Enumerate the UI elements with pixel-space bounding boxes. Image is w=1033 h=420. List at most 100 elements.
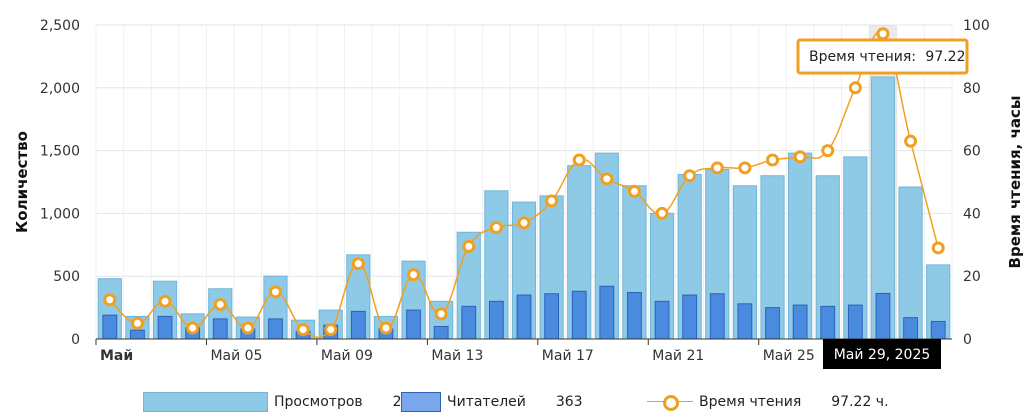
readers-bar [268,318,283,340]
reading-time-point [130,316,144,330]
reading-time-point [627,184,641,198]
reading-time-point [738,161,752,175]
reading-time-point [600,172,614,186]
svg-text:Время чтения: 97.22: Время чтения: 97.22 [809,49,966,65]
legend-readers-value: 363 [555,394,583,410]
x-tick-label: Май [100,348,133,364]
reading-time-point [379,321,393,335]
readers-bar [102,314,118,340]
legend-reading-time-value: 97.22 ч. [831,394,889,410]
tooltip-value: 97.22 [925,49,965,65]
reading-time-point [434,307,448,321]
readers-bar [433,325,449,340]
reading-time-point [876,27,890,41]
tooltip-box [796,38,969,75]
tooltip: Время чтения: 97.22 [796,38,969,75]
reading-time-point [489,221,503,235]
x-tick-label: Май 17 [542,348,594,364]
legend-views-label: Просмотров [274,394,363,410]
legend: Просмотров 2,086 Читателей 363 Время чте… [0,388,1033,416]
reading-time-point [213,297,227,311]
right-axis-title: Время чтения, часы [1006,96,1024,269]
left-tick-label: 1,500 [40,144,80,160]
readers-bar [571,290,587,340]
left-tick-label: 500 [53,269,80,285]
readers-bar [627,292,642,340]
reading-time-point [158,294,172,308]
reading-time-point [766,153,780,167]
readers-bar [875,292,891,340]
readers-bar [682,294,698,340]
reading-time-point [407,268,421,282]
reading-time-point [241,321,255,335]
reading-time-point [324,323,338,337]
x-axis-ticks: Май Май 05 Май 09 Май 13 Май 17 Май 21 Май 25 [95,339,815,364]
readers-bar [599,285,615,340]
legend-reading-time-label: Время чтения [699,394,802,410]
readers-bar [157,315,173,340]
left-axis-title: Количество [13,131,31,233]
views-swatch [143,392,268,412]
reading-time-point [710,161,724,175]
x-tick-label: Май 25 [763,348,815,364]
highlight-date-bg [823,339,941,369]
reading-time-point [351,257,365,271]
reading-time-line-series [103,27,945,339]
reading-time-point [904,134,918,148]
legend-readers-label: Читателей [447,394,526,410]
highlight-date-box: Май 29, 2025 [823,339,941,369]
legend-item-views[interactable]: Просмотров 2,086 [143,388,433,416]
readers-bar [903,317,918,340]
readers-bar [488,300,504,340]
left-axis-ticks: 0 500 1,000 1,500 2,000 2,500 [40,18,80,348]
readers-swatch [401,392,441,412]
reading-time-point [462,239,476,253]
readers-bar [130,329,145,340]
reading-time-point [186,321,200,335]
right-tick-label: 20 [963,269,981,285]
left-tick-label: 0 [71,332,80,348]
readers-bar [544,293,560,340]
reading-time-point [793,150,807,164]
right-tick-label: 60 [963,144,981,160]
reading-time-point [268,285,282,299]
readers-bar [516,294,532,340]
x-tick-label: Май 09 [321,348,373,364]
reading-time-point [683,169,697,183]
readers-bar [212,318,228,340]
views-bar [898,186,923,340]
left-tick-label: 2,500 [40,18,80,34]
reading-time-point [545,194,559,208]
right-tick-label: 40 [963,206,981,222]
x-tick-label: Май 21 [652,348,704,364]
readers-bar [792,304,808,340]
readers-bar [930,320,946,340]
right-tick-label: 100 [963,18,990,34]
reading-time-point [103,293,117,307]
combo-chart: 0 500 1,000 1,500 2,000 2,500 0 20 40 60 80 100 Ма… [13,18,1024,369]
x-tick-label: Май 13 [431,348,483,364]
reading-time-point [517,216,531,230]
x-tick-label: Май 05 [210,348,262,364]
readers-bar-series [102,285,946,340]
reading-time-point [821,144,835,158]
tooltip-label: Время чтения: [809,49,916,65]
readers-bar [654,300,670,340]
right-axis-ticks: 0 20 40 60 80 100 [963,18,990,348]
readers-bar [406,309,421,340]
right-tick-label: 0 [963,332,972,348]
highlight-date-label: Май 29, 2025 [834,347,931,363]
legend-item-readers[interactable]: Читателей 363 [401,388,583,416]
reading-time-point [931,241,945,255]
reading-time-point [655,206,669,220]
reading-time-point [572,153,586,167]
readers-bar [350,310,366,340]
left-tick-label: 2,000 [40,81,80,97]
readers-bar [709,293,725,340]
readers-bar [820,305,836,340]
left-tick-label: 1,000 [40,206,80,222]
legend-item-reading-time[interactable]: Время чтения 97.22 ч. [647,388,889,416]
reading-time-swatch [647,392,693,412]
right-tick-label: 80 [963,81,981,97]
reading-time-point [848,81,862,95]
